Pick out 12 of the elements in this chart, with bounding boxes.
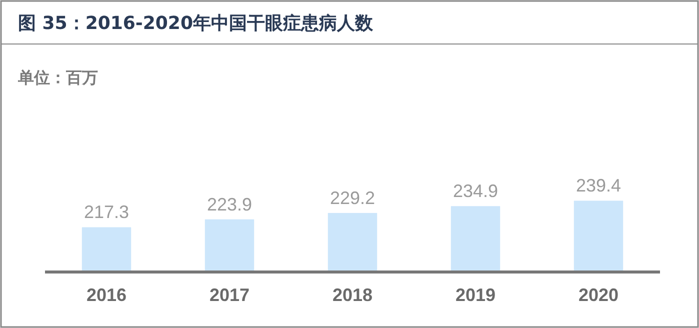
chart-subtitle: 单位：百万 [17,68,98,87]
x-tick-label: 2017 [209,285,250,305]
x-tick-label: 2019 [455,285,496,305]
data-label: 239.4 [576,176,622,196]
data-label: 229.2 [330,188,376,208]
x-tick-label: 2018 [332,285,373,305]
x-tick-label: 2020 [578,285,619,305]
data-label: 223.9 [206,194,252,214]
data-label: 234.9 [452,181,498,202]
data-label: 217.3 [84,202,130,222]
x-tick-label: 2016 [86,285,127,305]
chart-title: 图 35：2016-2020年中国干眼症患病人数 [18,13,374,34]
